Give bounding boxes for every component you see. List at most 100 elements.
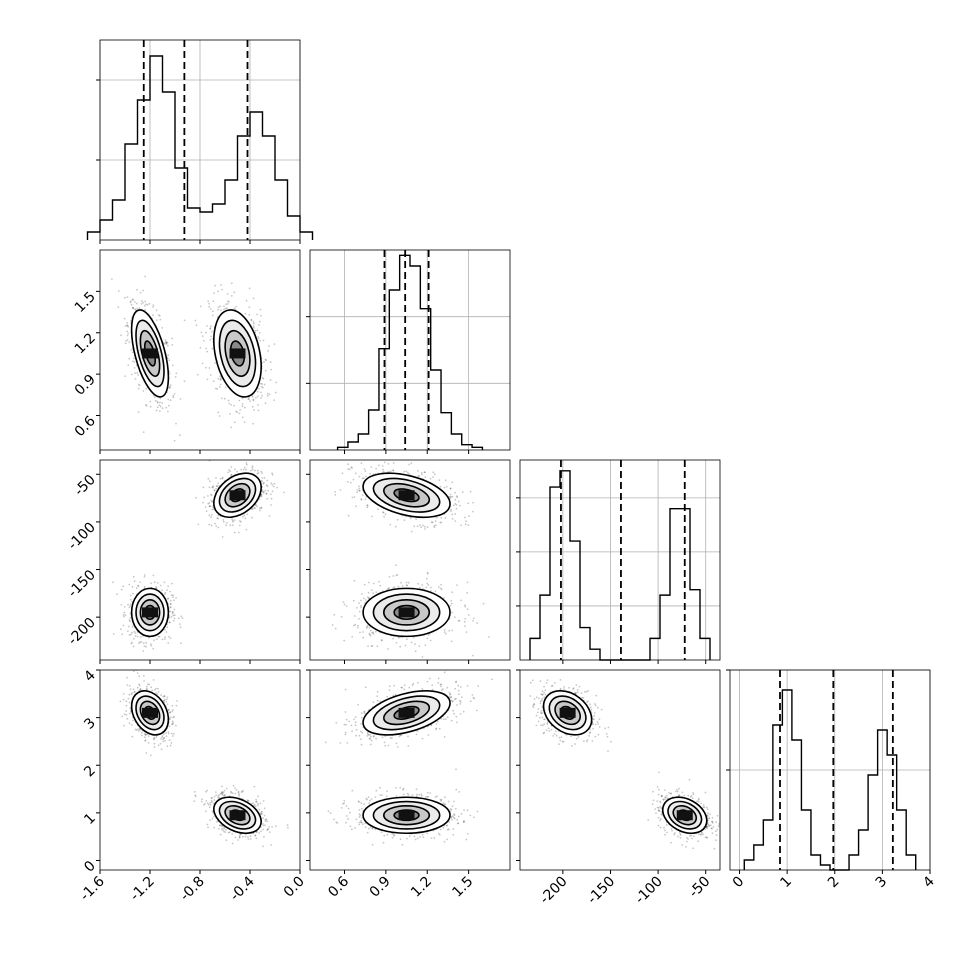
sample-point [216, 485, 219, 488]
sample-point [343, 639, 346, 642]
sample-point [464, 604, 466, 606]
sample-point [258, 332, 261, 334]
sample-point [171, 612, 174, 615]
sample-point [128, 583, 131, 586]
sample-point [143, 576, 146, 578]
sample-point [235, 410, 238, 413]
sample-point [179, 623, 181, 625]
sample-point [434, 520, 437, 523]
sample-point [381, 639, 383, 642]
sample-point [136, 307, 139, 310]
sample-point [261, 383, 263, 385]
sample-point [237, 839, 240, 841]
sample-point [127, 630, 129, 633]
sample-point [168, 709, 170, 711]
sample-point [254, 469, 256, 472]
sample-point [132, 592, 134, 595]
sample-point [368, 632, 371, 635]
sample-point [171, 705, 174, 707]
sample-point [206, 325, 208, 327]
sample-point [164, 739, 166, 742]
sample-point [160, 694, 162, 696]
sample-point [167, 708, 170, 711]
sample-point [421, 656, 424, 658]
sample-point [369, 633, 371, 636]
sample-point [424, 528, 426, 530]
sample-point [458, 619, 461, 622]
sample-point [488, 636, 490, 638]
density-peak-cell [142, 607, 158, 618]
sample-point [165, 735, 168, 738]
sample-point [448, 629, 451, 632]
sample-point [132, 299, 135, 301]
sample-point [208, 480, 211, 483]
sample-point [126, 334, 129, 337]
sample-point [375, 467, 377, 470]
sample-point [243, 514, 246, 517]
sample-point [161, 638, 164, 641]
sample-point [209, 374, 212, 376]
sample-point [437, 586, 440, 588]
sample-point [168, 404, 170, 407]
sample-point [406, 471, 409, 474]
sample-point [165, 341, 168, 344]
sample-point [358, 618, 360, 620]
sample-point [172, 735, 174, 737]
sample-point [451, 481, 454, 484]
sample-point [133, 580, 136, 583]
sample-point [123, 317, 126, 320]
sample-point [173, 439, 176, 442]
sample-point [232, 520, 234, 523]
sample-point [177, 617, 180, 620]
sample-point [137, 383, 140, 386]
sample-point [211, 314, 214, 317]
sample-point [255, 800, 258, 803]
sample-point [135, 302, 138, 305]
sample-point [259, 320, 261, 323]
sample-point [218, 796, 221, 799]
sample-point [210, 514, 213, 516]
sample-point [270, 482, 273, 485]
sample-point [194, 794, 197, 796]
sample-point [233, 421, 236, 424]
sample-point [249, 400, 252, 402]
sample-point [144, 733, 147, 736]
sample-point [153, 581, 156, 584]
pair-panel-1-2 [306, 459, 511, 664]
sample-point [389, 470, 392, 473]
sample-point [445, 485, 448, 488]
sample-point [461, 491, 464, 494]
sample-point [359, 631, 361, 634]
sample-point [388, 587, 390, 589]
sample-point [439, 587, 442, 590]
sample-point [241, 835, 244, 838]
sample-point [252, 321, 255, 323]
sample-point [131, 724, 133, 726]
sample-point [168, 386, 171, 389]
sample-point [137, 585, 140, 587]
sample-point [355, 505, 357, 508]
sample-point [168, 387, 171, 389]
sample-point [273, 399, 276, 401]
sample-point [260, 397, 263, 399]
sample-point [349, 481, 352, 484]
sample-point [249, 838, 252, 840]
sample-point [371, 515, 373, 518]
sample-point [360, 606, 362, 609]
sample-point [145, 645, 148, 648]
sample-point [237, 531, 240, 534]
sample-point [157, 744, 160, 747]
sample-point [158, 635, 161, 638]
sample-point [262, 800, 265, 802]
sample-point [377, 508, 379, 511]
sample-point [219, 375, 221, 378]
sample-point [379, 584, 382, 587]
sample-point [147, 683, 149, 686]
sample-point [369, 472, 371, 475]
sample-point [129, 603, 132, 605]
sample-point [440, 588, 443, 591]
sample-point [440, 583, 442, 586]
sample-point [137, 387, 140, 390]
sample-point [248, 398, 250, 400]
density-contour [362, 472, 451, 519]
